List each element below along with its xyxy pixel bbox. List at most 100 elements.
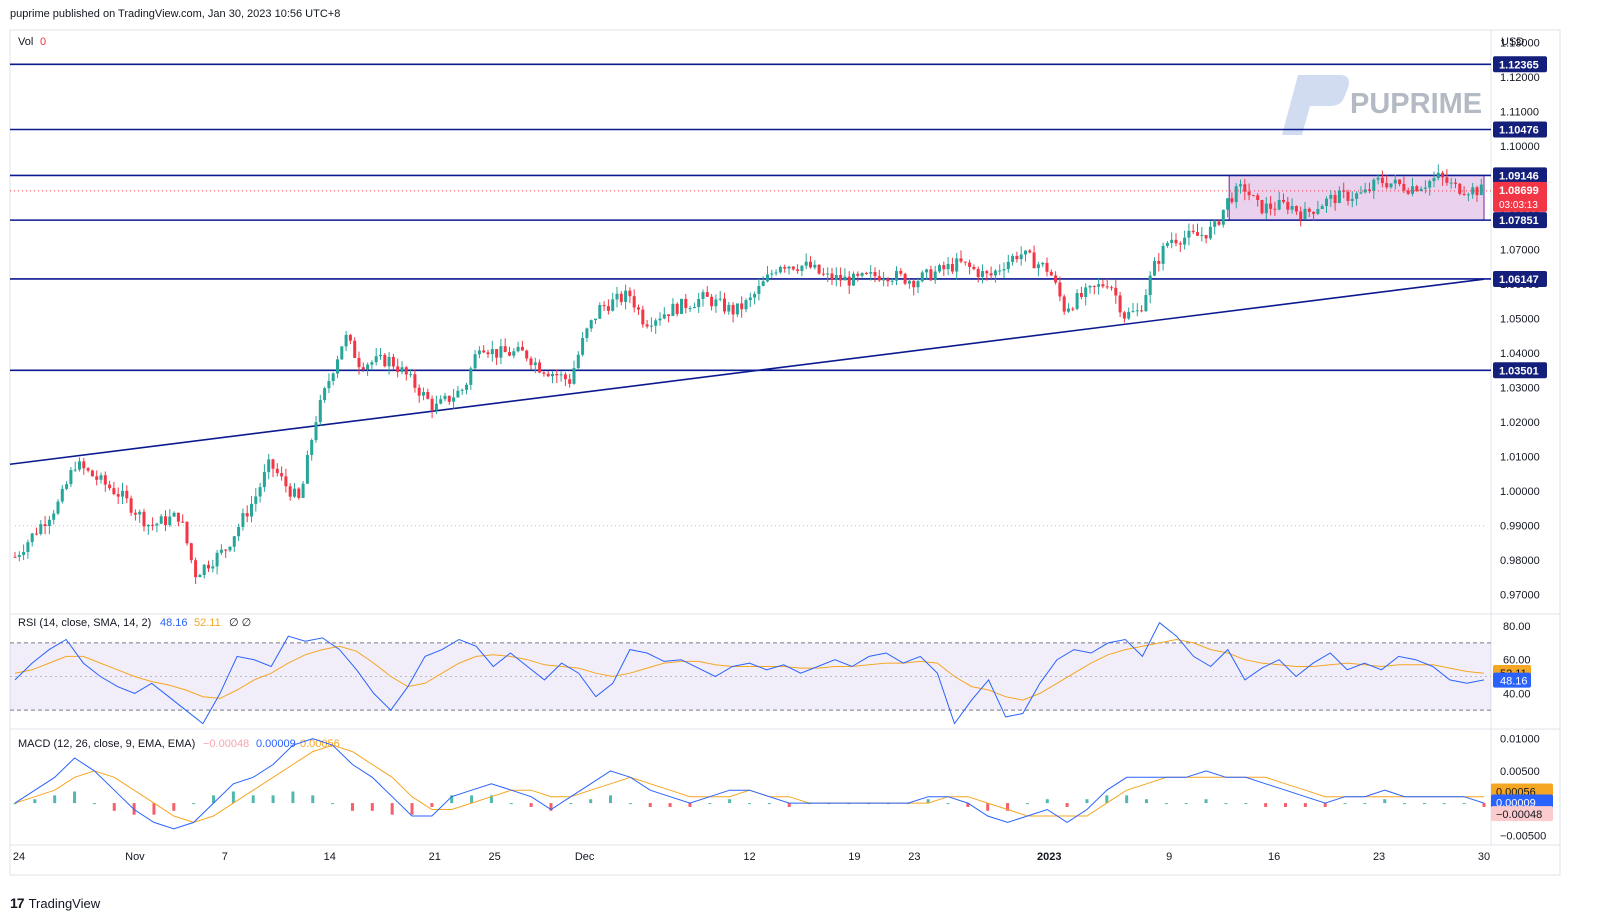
candle-body	[1226, 198, 1230, 210]
candle-body	[649, 325, 653, 327]
candle-body	[826, 273, 830, 275]
level-price-label: 1.12365	[1499, 59, 1539, 71]
macd-histogram-bar	[966, 803, 970, 807]
candle-body	[1067, 308, 1070, 312]
watermark-text: PUPRIME	[1350, 88, 1482, 120]
candle-body	[138, 511, 142, 515]
candle-body	[1454, 182, 1457, 184]
rsi-axis-tick: 40.00	[1503, 688, 1531, 700]
candle-body	[1260, 200, 1264, 214]
candle-body	[164, 516, 167, 526]
candle-body	[757, 285, 761, 294]
candle-body	[860, 273, 864, 276]
candle-body	[920, 272, 924, 282]
macd-histogram-bar	[1264, 803, 1268, 807]
tradingview-footer[interactable]: 17 TradingView	[10, 895, 100, 911]
macd-histogram-bar	[509, 803, 513, 805]
candle-body	[116, 494, 120, 497]
candle-body	[1286, 201, 1290, 210]
current-price-label: 1.08699	[1499, 185, 1539, 197]
macd-histogram-bar	[1383, 799, 1387, 804]
current-price-tag	[1493, 181, 1547, 212]
candle-body	[1114, 287, 1118, 296]
candle-body	[529, 358, 533, 366]
macd-histogram-bar	[648, 803, 652, 807]
candle-body	[624, 290, 628, 302]
time-axis-tick: 23	[908, 851, 920, 863]
macd-histogram-bar	[1224, 803, 1228, 805]
candle-body	[1084, 287, 1088, 297]
candle-body	[112, 488, 116, 495]
price-axis-tick: 1.10000	[1500, 141, 1540, 153]
candle-body	[1337, 190, 1341, 204]
candle-body	[314, 422, 318, 441]
candle-body	[1376, 177, 1380, 180]
candle-body	[516, 346, 520, 352]
candle-body	[1363, 189, 1367, 193]
candle-body	[680, 298, 683, 314]
candle-body	[254, 496, 258, 504]
price-axis-tick: 1.03000	[1500, 383, 1540, 395]
candle-body	[1165, 243, 1169, 246]
candle-body	[125, 490, 129, 499]
candle-body	[804, 261, 808, 266]
candle-body	[684, 298, 688, 309]
candle-body	[1282, 199, 1285, 202]
candle-body	[1208, 226, 1212, 239]
candle-body	[705, 292, 709, 297]
candle-body	[185, 521, 189, 544]
candle-body	[430, 398, 434, 411]
candle-body	[43, 524, 47, 527]
candle-body	[1411, 186, 1414, 194]
candle-body	[950, 263, 954, 272]
candle-body	[1312, 211, 1316, 214]
candle-body	[323, 388, 327, 401]
candle-body	[460, 389, 464, 391]
rsi-axis-tick: 80.00	[1503, 621, 1531, 633]
candle-body	[1342, 190, 1346, 192]
macd-histogram-bar	[549, 803, 553, 811]
candle-body	[546, 373, 550, 377]
candle-body	[151, 524, 155, 526]
candle-body	[1389, 183, 1393, 188]
candle-body	[903, 273, 907, 284]
candle-body	[1054, 275, 1058, 283]
candle-body	[821, 273, 825, 275]
candle-body	[1402, 183, 1406, 191]
candle-body	[1118, 295, 1122, 313]
candle-body	[211, 566, 215, 569]
candle-body	[654, 320, 658, 326]
candle-body	[198, 574, 202, 578]
candle-body	[189, 543, 193, 561]
candle-body	[447, 395, 451, 402]
candle-body	[400, 367, 404, 373]
time-axis-tick: 19	[848, 851, 860, 863]
candle-body	[1204, 235, 1208, 239]
candle-body	[293, 488, 296, 497]
candle-body	[1380, 177, 1384, 184]
ascending-trendline[interactable]	[9, 278, 1485, 466]
candle-body	[426, 392, 430, 399]
candle-body	[443, 395, 447, 400]
macd-histogram-bar	[430, 803, 434, 807]
candle-body	[340, 346, 344, 360]
candle-body	[1153, 261, 1156, 276]
macd-histogram-bar	[1403, 803, 1407, 805]
macd-histogram-bar	[569, 803, 573, 805]
candle-body	[933, 271, 937, 281]
candle-body	[1045, 262, 1049, 272]
price-axis-tick: 1.01000	[1500, 452, 1540, 464]
candle-body	[852, 273, 855, 286]
candle-body	[219, 549, 223, 553]
candle-body	[82, 461, 86, 469]
candle-body	[1346, 191, 1350, 202]
candle-body	[1127, 311, 1131, 319]
candle-body	[39, 524, 43, 535]
rsi-value-label: 48.16	[1500, 676, 1528, 688]
candle-body	[486, 352, 490, 355]
candle-body	[538, 362, 542, 373]
candle-body	[95, 476, 99, 480]
candle-body	[275, 468, 279, 474]
price-axis-tick: 1.02000	[1500, 417, 1540, 429]
